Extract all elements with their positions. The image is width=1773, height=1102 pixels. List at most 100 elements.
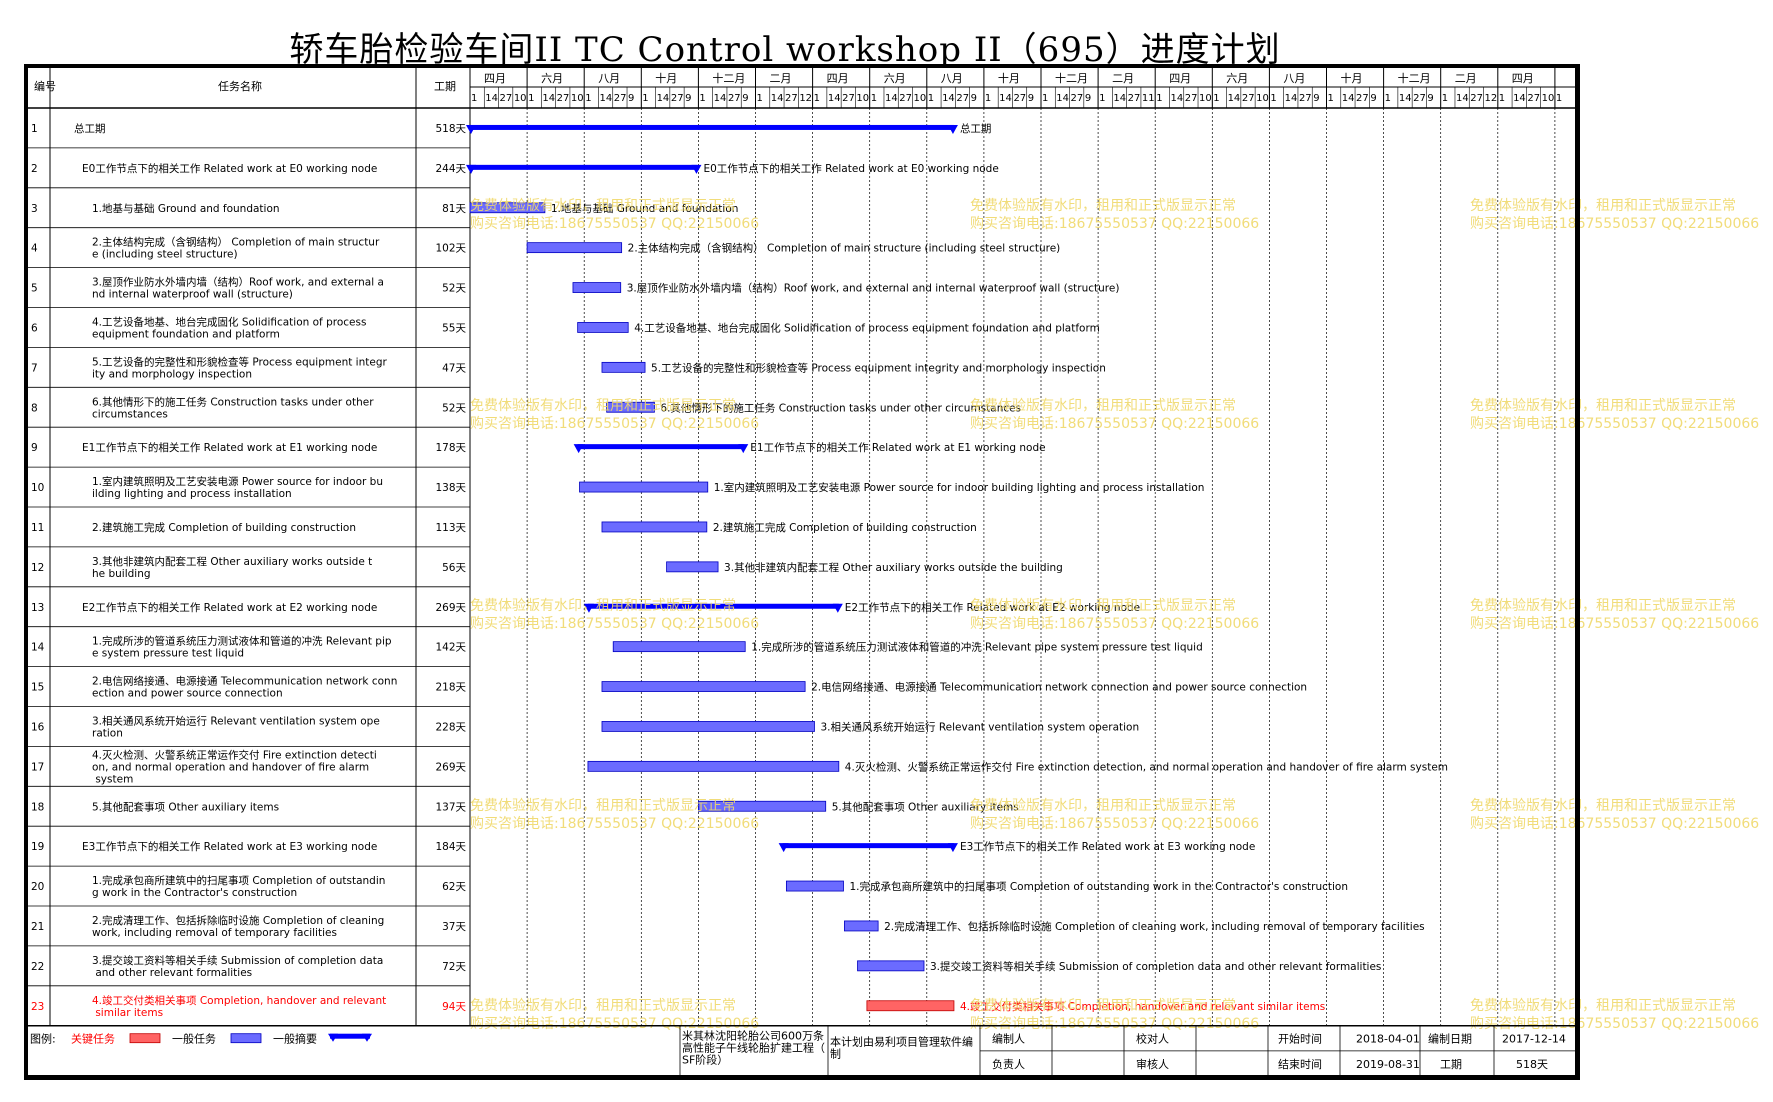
day-label: 27 xyxy=(1185,93,1198,104)
day-label: 1 xyxy=(699,93,705,104)
footer-duration-label: 工期 xyxy=(1440,1058,1462,1071)
watermark-line2: 购买咨询电话:18675550537 QQ:22150066 xyxy=(970,616,1259,632)
task-name-text: 3.屋顶作业防水外墙内墙（结构）Roof work, and external … xyxy=(92,276,384,301)
summary-start-marker xyxy=(466,164,476,174)
task-bars: 总工期 E0工作节点下的相关工作 Related work at E0 worki… xyxy=(466,122,1448,1013)
legend-normal-label: 一般任务 xyxy=(172,1033,216,1046)
task-duration: 94天 xyxy=(442,1001,466,1013)
watermark-line1: 免费体验版有水印，租用和正式版显示正常 xyxy=(1470,598,1736,614)
header-id: 编号 xyxy=(34,79,56,93)
day-label: 14 xyxy=(1513,93,1526,104)
summary-end-marker xyxy=(691,164,702,174)
task-id: 12 xyxy=(31,562,44,574)
legend-summary-marker-right xyxy=(362,1033,372,1042)
task-name-text: 2.主体结构完成（含钢结构） Completion of main struct… xyxy=(92,236,380,261)
task-id: 11 xyxy=(31,522,44,534)
day-label: 9 xyxy=(742,93,748,104)
footer-checker-label: 校对人 xyxy=(1136,1032,1169,1046)
footer-auditor-label: 审核人 xyxy=(1136,1057,1169,1071)
day-label: 9 xyxy=(1370,93,1376,104)
task-bar xyxy=(577,322,629,333)
watermark-line2: 购买咨询电话:18675550537 QQ:22150066 xyxy=(1470,416,1759,432)
task-name-text: 2.建筑施工完成 Completion of building construc… xyxy=(92,521,356,534)
task-bar xyxy=(587,760,840,772)
task-duration: 47天 xyxy=(442,362,466,374)
chart-frame xyxy=(24,64,1580,1080)
task-name: 总工期 xyxy=(74,122,106,135)
task-bar xyxy=(601,721,815,732)
month-label: 四月 xyxy=(1169,72,1191,85)
task-name-text: 总工期 xyxy=(74,122,106,135)
task-name-text: 3.其他非建筑内配套工程 Other auxiliary works outsi… xyxy=(92,555,372,580)
bar-label: 5.其他配套事项 Other auxiliary items xyxy=(832,800,1019,813)
legend-summary-swatch xyxy=(330,1033,370,1039)
task-id: 8 xyxy=(31,402,38,414)
task-rows: 1 总工期 518天 2 E0工作节点下的相关工作 Related work at E0… xyxy=(31,122,466,1019)
day-label: 27 xyxy=(1299,93,1312,104)
task-name-text: 4.竣工交付类相关事项 Completion, handover and rel… xyxy=(92,994,386,1019)
summary-end-marker xyxy=(947,843,958,853)
day-label: 1 xyxy=(757,93,763,104)
day-label: 14 xyxy=(1285,93,1298,104)
month-label: 六月 xyxy=(884,72,906,85)
day-label: 9 xyxy=(1427,93,1433,104)
month-label: 十二月 xyxy=(712,71,745,85)
watermark-line2: 购买咨询电话:18675550537 QQ:22150066 xyxy=(1470,1016,1759,1032)
bar-label: 1.地基与基础 Ground and foundation xyxy=(551,202,739,215)
footer-end-label: 结束时间 xyxy=(1278,1058,1322,1071)
day-label: 1 xyxy=(1042,93,1048,104)
task-duration: 138天 xyxy=(435,482,466,494)
task-id: 7 xyxy=(31,362,38,374)
task-duration: 52天 xyxy=(442,283,466,295)
watermark-line1: 免费体验版有水印，租用和正式版显示正常 xyxy=(470,198,736,214)
watermark-line2: 购买咨询电话:18675550537 QQ:22150066 xyxy=(1470,216,1759,232)
bar-label: 3.提交竣工资料等相关手续 Submission of completion d… xyxy=(930,960,1381,973)
task-id: 18 xyxy=(31,801,44,813)
day-label: 14 xyxy=(942,93,955,104)
month-label: 四月 xyxy=(827,72,849,85)
task-name-text: 5.工艺设备的完整性和形貌检查等 Process equipment integ… xyxy=(92,355,387,380)
footer-project: 米其林沈阳轮胎公司600万条高性能子午线轮胎扩建工程（ SF阶段） xyxy=(682,1029,825,1067)
task-duration: 113天 xyxy=(435,522,466,534)
footer-start-label: 开始时间 xyxy=(1278,1032,1322,1046)
month-label: 二月 xyxy=(1112,72,1134,85)
task-id: 10 xyxy=(31,482,44,494)
day-label: 11 xyxy=(1142,93,1155,104)
day-label: 27 xyxy=(557,93,570,104)
task-name-text: 2.电信网络接通、电源接通 Telecommunication network … xyxy=(92,675,397,700)
summary-bar xyxy=(577,444,745,450)
month-label: 六月 xyxy=(541,72,563,85)
day-label: 14 xyxy=(1342,93,1355,104)
day-label: 1 xyxy=(471,93,477,104)
task-bar xyxy=(469,202,546,214)
day-label: 14 xyxy=(1456,93,1469,104)
footer-date-value: 2017-12-14 xyxy=(1502,1033,1566,1046)
watermark-line1: 免费体验版有水印，租用和正式版显示正常 xyxy=(1470,398,1736,414)
month-label: 八月 xyxy=(598,72,620,85)
watermark-line1: 免费体验版有水印，租用和正式版显示正常 xyxy=(970,198,1236,214)
summary-start-marker xyxy=(573,444,584,454)
task-name-text: E1工作节点下的相关工作 Related work at E1 working … xyxy=(82,441,377,454)
task-name-text: 3.相关通风系统开始运行 Relevant ventilation system… xyxy=(92,714,380,739)
day-label: 14 xyxy=(485,93,498,104)
task-name: 3.其他非建筑内配套工程 Other auxiliary works outsi… xyxy=(92,555,372,580)
watermark-line2: 购买咨询电话:18675550537 QQ:22150066 xyxy=(1470,816,1759,832)
grid xyxy=(27,68,1578,1027)
task-bar xyxy=(698,800,827,812)
task-name-text: 1.室内建筑照明及工艺安装电源 Power source for indoor … xyxy=(92,475,383,500)
day-label: 27 xyxy=(671,93,684,104)
task-bar xyxy=(601,681,806,692)
watermark-line1: 免费体验版有水印，租用和正式版显示正常 xyxy=(970,398,1236,414)
footer-duration-value: 518天 xyxy=(1516,1058,1548,1071)
summary-start-marker xyxy=(583,603,594,613)
bar-label: 3.其他非建筑内配套工程 Other auxiliary works outsi… xyxy=(724,561,1063,574)
bar-label: 2.主体结构完成（含钢结构） Completion of main struct… xyxy=(628,242,1061,255)
legend-title: 图例: xyxy=(30,1032,56,1046)
day-label: 14 xyxy=(1056,93,1069,104)
month-label: 十月 xyxy=(1341,71,1363,85)
watermark-line2: 购买咨询电话:18675550537 QQ:22150066 xyxy=(970,416,1259,432)
day-label: 10 xyxy=(914,93,927,104)
task-duration: 52天 xyxy=(442,402,466,414)
bar-label: 3.屋顶作业防水外墙内墙（结构）Roof work, and external … xyxy=(627,282,1120,295)
day-label: 9 xyxy=(628,93,634,104)
